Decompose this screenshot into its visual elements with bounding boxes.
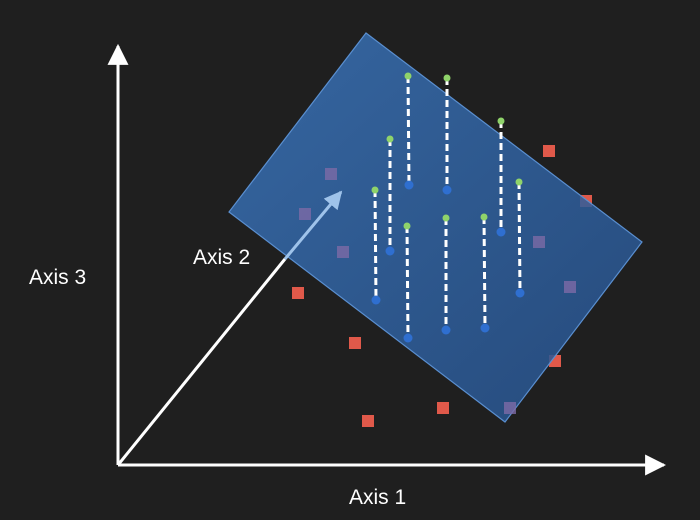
projected-point <box>480 323 490 333</box>
axes <box>107 43 667 476</box>
data-point-off-plane <box>543 145 555 157</box>
projection-pair <box>496 117 506 237</box>
projected-point <box>404 180 414 190</box>
data-point-behind-plane <box>533 236 545 248</box>
data-point-off-plane <box>349 337 361 349</box>
projected-point <box>442 185 452 195</box>
projected-point <box>515 288 525 298</box>
axis-3-label: Axis 3 <box>29 266 87 289</box>
projection-pair <box>403 222 413 343</box>
projection-plane <box>228 32 643 423</box>
data-point-off-plane <box>437 402 449 414</box>
axis-2-label: Axis 2 <box>193 246 251 269</box>
projection-line <box>517 181 522 294</box>
projection-pair <box>385 135 395 256</box>
original-point <box>442 214 450 222</box>
axis-1-label: Axis 1 <box>349 486 407 509</box>
data-point-off-plane <box>292 287 304 299</box>
projected-point <box>496 227 506 237</box>
original-point <box>497 117 505 125</box>
original-point <box>371 186 379 194</box>
projected-point <box>385 246 395 256</box>
projected-point <box>403 333 413 343</box>
projection-line <box>373 189 378 301</box>
data-point-off-plane <box>362 415 374 427</box>
original-point <box>480 213 488 221</box>
projection-pair <box>441 214 451 335</box>
original-point <box>403 222 411 230</box>
projection-pair <box>404 72 414 190</box>
original-point <box>386 135 394 143</box>
projected-point <box>371 295 381 305</box>
points-behind-plane <box>299 168 576 414</box>
data-point-behind-plane <box>299 208 311 220</box>
data-point-behind-plane <box>564 281 576 293</box>
original-point <box>404 72 412 80</box>
data-point-behind-plane <box>325 168 337 180</box>
projected-point <box>441 325 451 335</box>
projection-pair <box>442 74 452 195</box>
axis-2-line-outside <box>116 258 287 466</box>
projection-pair <box>480 213 490 333</box>
projections <box>371 72 525 343</box>
original-point <box>443 74 451 82</box>
projection-pair <box>515 178 525 298</box>
original-point <box>515 178 523 186</box>
projection-line <box>405 225 410 339</box>
projection-line <box>482 216 487 329</box>
projection-pair <box>371 186 381 305</box>
projection-line <box>406 75 411 186</box>
axis-2-line-on-plane <box>283 190 343 260</box>
data-point-behind-plane <box>504 402 516 414</box>
data-point-behind-plane <box>337 246 349 258</box>
